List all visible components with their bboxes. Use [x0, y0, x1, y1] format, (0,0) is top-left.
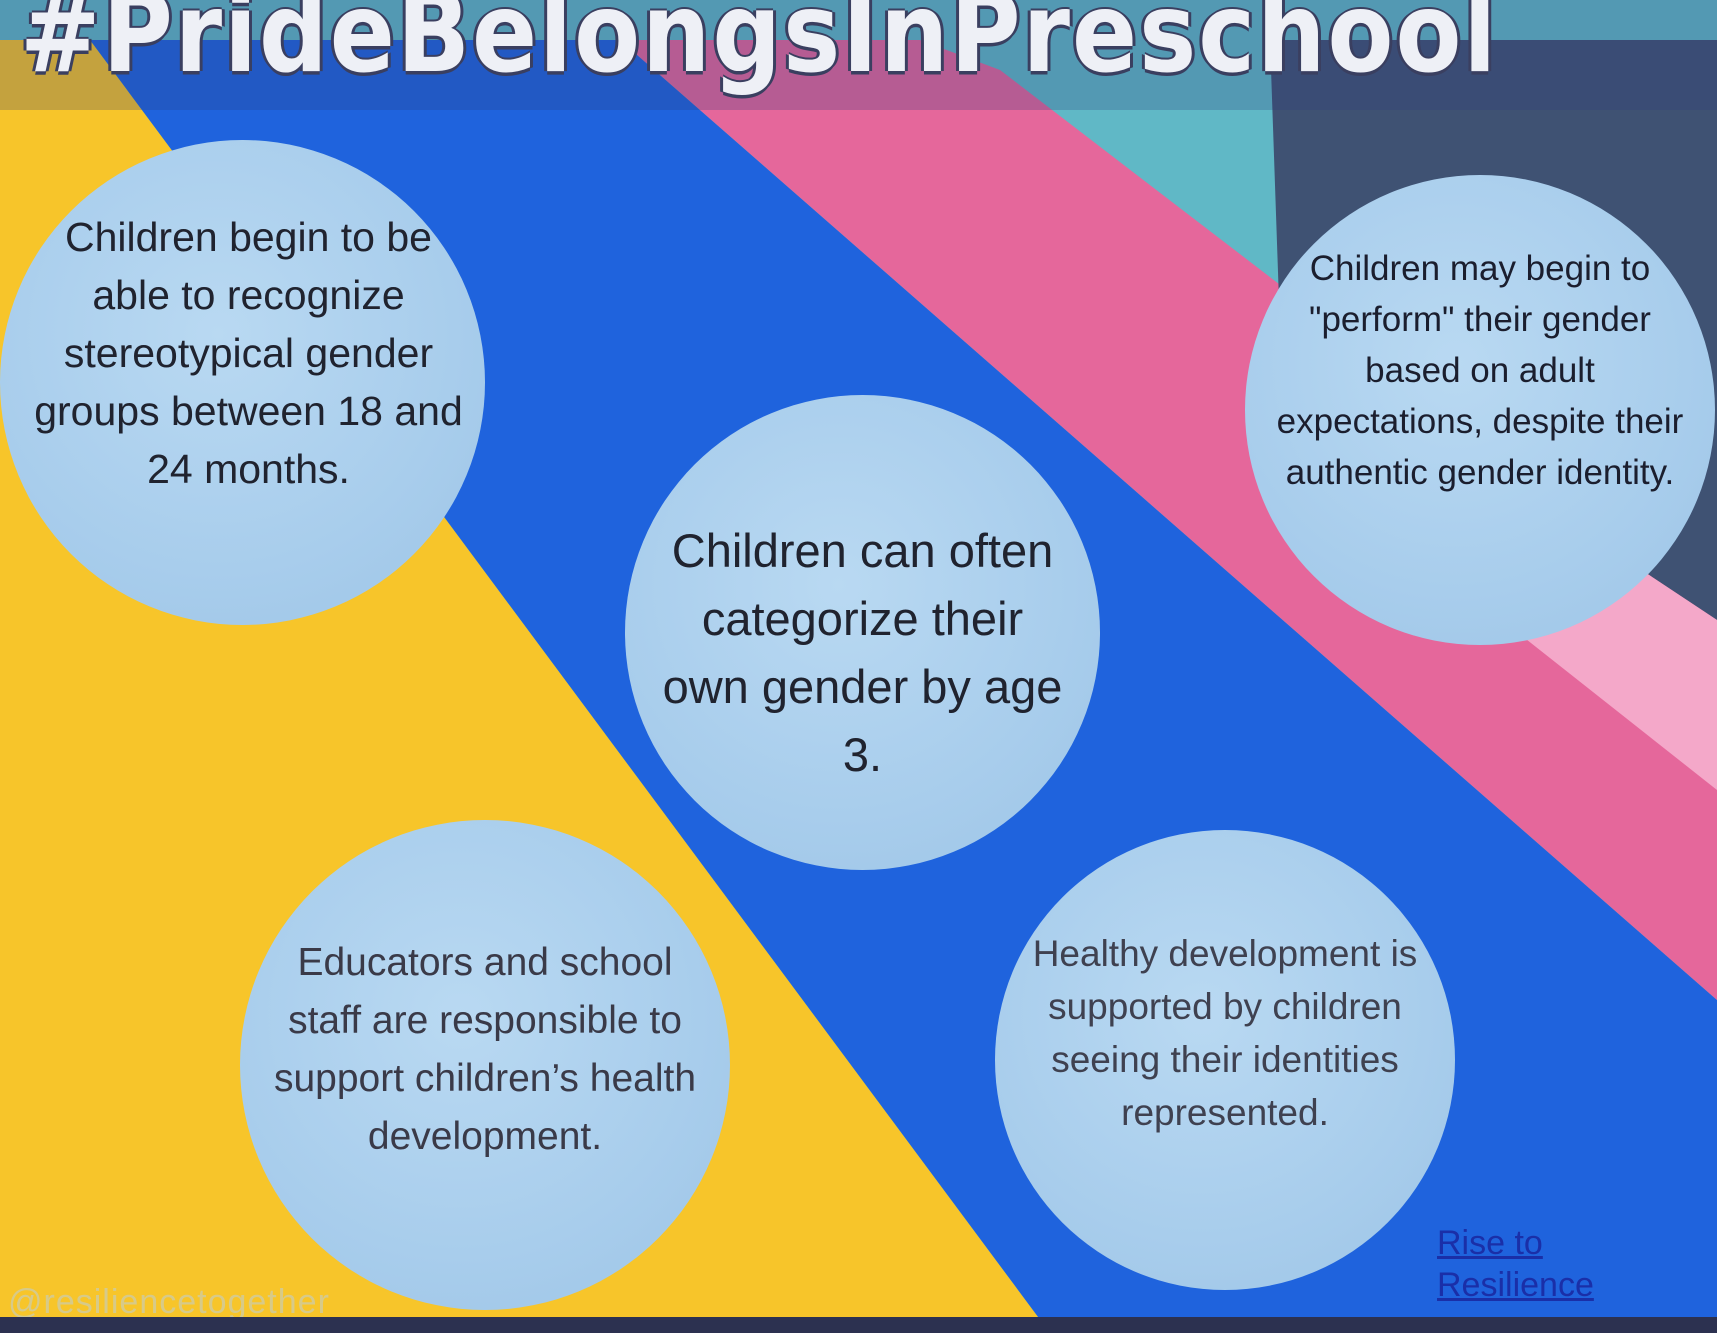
- bottom-edge: [0, 1317, 1717, 1333]
- bubble-healthy-text: Healthy development is supported by chil…: [1032, 932, 1418, 1133]
- bubble-categorize-text: Children can often categorize their own …: [662, 523, 1063, 781]
- pink-band: [620, 40, 1717, 1000]
- hashtag-title: #PrideBelongsInPreschool: [20, 0, 1499, 98]
- bubble-healthy-development: Healthy development is supported by chil…: [995, 830, 1455, 1290]
- title-strip: [0, 0, 1717, 110]
- rise-to-resilience-link[interactable]: Rise to Resilience: [1437, 1224, 1594, 1304]
- bubble-educators-text: Educators and school staff are responsib…: [273, 941, 697, 1158]
- bubble-categorize-own-gender: Children can often categorize their own …: [625, 395, 1100, 870]
- watermark-handle: @resiliencetogether: [8, 1283, 330, 1321]
- bubble-recognize-text: Children begin to be able to recognize s…: [34, 213, 463, 492]
- bubble-educators: Educators and school staff are responsib…: [240, 820, 730, 1310]
- bubble-recognize-gender-groups: Children begin to be able to recognize s…: [0, 140, 485, 625]
- bubble-perform-text: Children may begin to "perform" their ge…: [1276, 248, 1684, 492]
- bubble-perform-gender: Children may begin to "perform" their ge…: [1245, 175, 1715, 645]
